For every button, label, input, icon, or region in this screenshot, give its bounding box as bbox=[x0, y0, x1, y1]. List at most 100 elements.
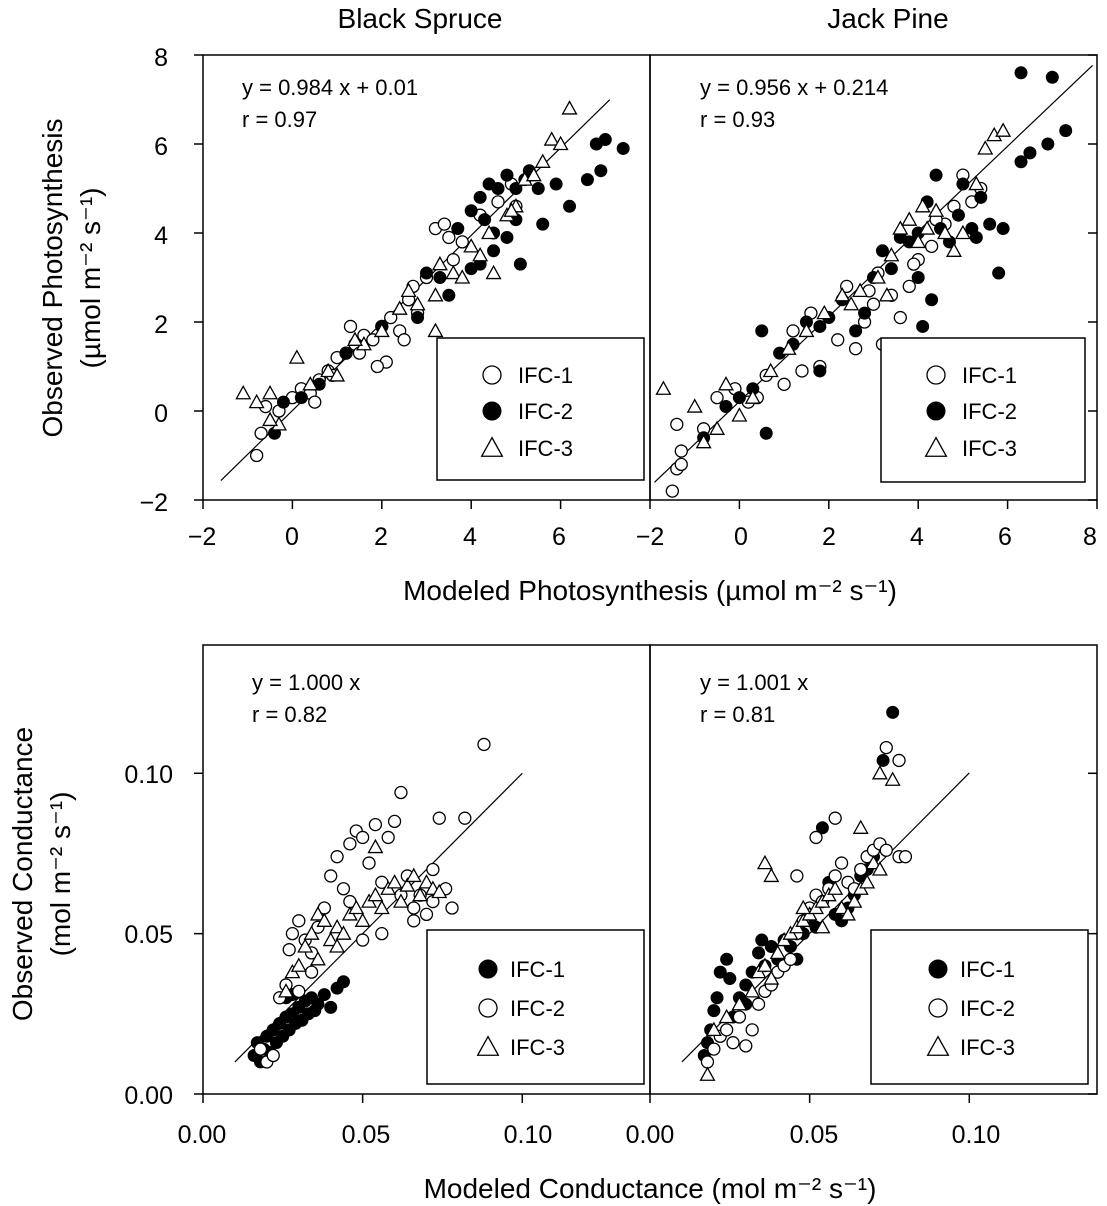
data-point-open-circle bbox=[848, 342, 863, 356]
data-point-open-triangle bbox=[335, 925, 352, 940]
data-point-open-triangle bbox=[427, 287, 444, 302]
data-point-open-circle bbox=[491, 195, 505, 209]
data-point-open-triangle bbox=[367, 838, 384, 854]
legend-box bbox=[880, 337, 1086, 483]
data-point-open-circle bbox=[809, 830, 823, 845]
data-point-open-circle bbox=[828, 811, 842, 825]
data-point-open-triangle bbox=[409, 295, 426, 311]
data-point-open-circle bbox=[381, 830, 395, 845]
data-point-filled-circle bbox=[336, 975, 350, 989]
bottom-x-axis-label: Modeled Conductance (mol m⁻² s⁻¹) bbox=[424, 1173, 877, 1204]
data-point-filled-circle bbox=[482, 401, 502, 421]
data-point-open-triangle bbox=[262, 411, 279, 427]
data-point-open-circle bbox=[445, 901, 459, 915]
plot-frame bbox=[649, 644, 1098, 1095]
data-point-open-triangle bbox=[731, 995, 748, 1011]
data-point-open-triangle bbox=[278, 983, 295, 998]
data-point-filled-circle bbox=[1014, 66, 1028, 80]
top-y-tick-label: −2 bbox=[139, 489, 168, 517]
bottom-y-tick-label: 0.10 bbox=[124, 761, 173, 789]
data-point-open-triangle bbox=[954, 224, 971, 240]
data-point-filled-circle bbox=[723, 972, 737, 986]
data-point-filled-circle bbox=[563, 199, 577, 213]
panel-equation: y = 0.956 x + 0.214 bbox=[700, 75, 888, 100]
data-point-open-triangle bbox=[852, 819, 869, 834]
data-point-open-triangle bbox=[919, 220, 936, 235]
data-point-open-circle bbox=[834, 856, 849, 870]
data-point-open-triangle bbox=[910, 233, 927, 249]
data-point-open-triangle bbox=[655, 380, 672, 395]
data-point-filled-circle bbox=[815, 821, 829, 835]
data-point-open-triangle bbox=[816, 304, 833, 320]
top-y-axis-label-line2: (µmol m⁻² s⁻¹) bbox=[75, 188, 106, 369]
bottom-x-tick-label: 0.05 bbox=[342, 1121, 391, 1149]
legend-label: IFC-3 bbox=[510, 1035, 565, 1060]
data-point-open-triangle bbox=[869, 269, 886, 284]
data-point-filled-circle bbox=[951, 208, 965, 222]
legend-label: IFC-3 bbox=[518, 436, 573, 461]
data-point-open-triangle bbox=[543, 131, 560, 146]
data-point-filled-circle bbox=[1059, 124, 1073, 138]
data-point-open-triangle bbox=[852, 282, 869, 298]
data-point-open-triangle bbox=[892, 220, 909, 235]
top-x-tick-label: −2 bbox=[188, 523, 217, 551]
data-point-open-triangle bbox=[400, 282, 417, 298]
data-point-open-triangle bbox=[561, 100, 578, 115]
bottom-x-tick-label: 0.00 bbox=[626, 1121, 675, 1149]
data-point-open-triangle bbox=[427, 322, 444, 338]
data-point-open-triangle bbox=[928, 202, 945, 217]
data-point-open-triangle bbox=[373, 322, 390, 338]
data-point-open-triangle bbox=[937, 224, 954, 240]
data-point-filled-circle bbox=[925, 293, 939, 307]
data-point-filled-circle bbox=[491, 182, 505, 195]
data-point-open-triangle bbox=[945, 242, 962, 257]
data-point-open-circle bbox=[924, 239, 939, 254]
data-point-open-triangle bbox=[302, 376, 319, 391]
data-point-filled-circle bbox=[411, 311, 425, 325]
data-point-open-triangle bbox=[718, 1008, 735, 1024]
legend-box bbox=[436, 337, 645, 481]
data-point-filled-circle bbox=[1041, 137, 1055, 151]
data-point-open-triangle bbox=[695, 433, 712, 449]
data-point-open-circle bbox=[304, 965, 319, 979]
data-point-open-triangle bbox=[709, 420, 726, 435]
data-point-open-circle bbox=[879, 843, 893, 857]
data-point-open-circle bbox=[394, 785, 408, 800]
data-point-open-circle bbox=[478, 998, 498, 1018]
data-point-open-triangle bbox=[995, 122, 1012, 137]
data-point-filled-circle bbox=[911, 271, 925, 284]
legend-label: IFC-2 bbox=[962, 399, 1017, 424]
data-point-open-triangle bbox=[309, 951, 326, 966]
data-point-open-triangle bbox=[472, 247, 489, 262]
data-point-open-circle bbox=[292, 984, 306, 999]
data-point-open-circle bbox=[707, 1042, 721, 1056]
data-point-open-circle bbox=[751, 997, 766, 1011]
top-x-tick-label: 0 bbox=[734, 523, 748, 551]
data-point-open-triangle bbox=[924, 436, 948, 457]
data-point-open-triangle bbox=[834, 287, 851, 302]
data-point-filled-circle bbox=[549, 177, 563, 191]
data-point-open-circle bbox=[482, 365, 502, 385]
data-point-open-circle bbox=[674, 457, 688, 472]
data-point-open-circle bbox=[455, 235, 469, 249]
data-point-open-circle bbox=[745, 1023, 759, 1037]
top-y-tick-label: 2 bbox=[154, 311, 168, 339]
data-point-open-triangle bbox=[329, 918, 346, 934]
data-point-open-triangle bbox=[454, 269, 471, 284]
legend-label: IFC-2 bbox=[960, 996, 1015, 1021]
bottom-y-tick-label: 0.05 bbox=[124, 921, 173, 949]
data-point-open-circle bbox=[419, 907, 434, 922]
data-point-open-triangle bbox=[769, 944, 786, 960]
data-point-open-circle bbox=[854, 862, 868, 877]
plot-frame bbox=[649, 54, 1098, 501]
top-x-tick-label: −2 bbox=[636, 523, 665, 551]
data-point-open-triangle bbox=[354, 912, 371, 927]
data-point-open-triangle bbox=[399, 877, 416, 892]
data-point-open-triangle bbox=[744, 389, 761, 404]
data-point-open-circle bbox=[898, 850, 913, 864]
data-point-filled-circle bbox=[598, 133, 612, 147]
data-point-filled-circle bbox=[876, 753, 890, 767]
data-point-open-triangle bbox=[795, 899, 812, 915]
data-point-open-circle bbox=[892, 753, 906, 768]
data-point-open-triangle bbox=[859, 874, 876, 889]
